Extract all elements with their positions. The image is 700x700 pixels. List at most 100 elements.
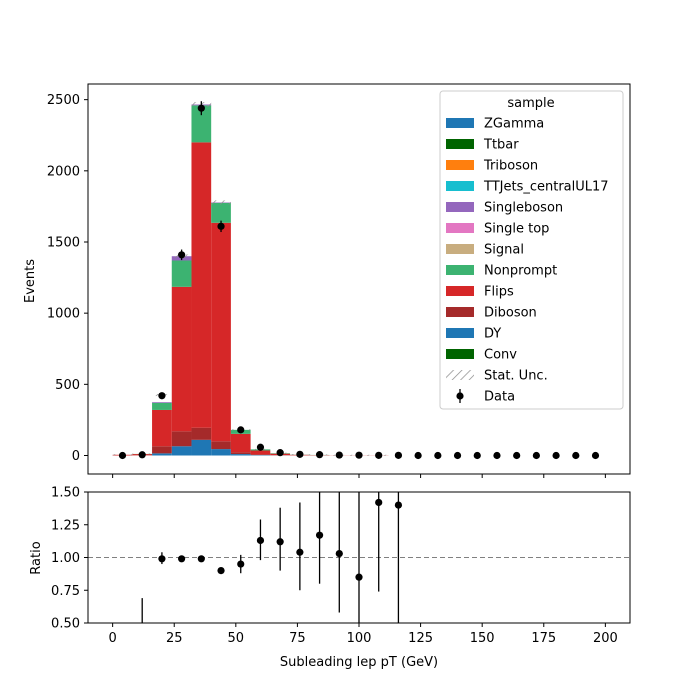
legend-swatch	[446, 139, 474, 149]
legend-label: Nonprompt	[484, 264, 557, 279]
data-point	[414, 451, 422, 460]
data-point	[158, 392, 166, 400]
legend-label: Diboson	[484, 306, 537, 321]
y-tick-label: 1.50	[51, 486, 80, 501]
main-axes-frame	[87, 83, 631, 475]
bar-dy	[211, 449, 231, 456]
legend-label: Ttbar	[483, 138, 519, 153]
legend-marker	[456, 392, 464, 400]
data-point	[138, 451, 146, 459]
y-tick-label: 1500	[47, 235, 80, 250]
ratio-point	[375, 498, 383, 507]
ratio-point	[197, 555, 205, 563]
bar-diboson	[171, 431, 192, 447]
main-x-ticks	[112, 474, 606, 478]
legend-swatch	[446, 223, 474, 233]
ratio-point	[355, 573, 363, 581]
bar-dy	[171, 446, 192, 456]
ratio-point	[296, 548, 304, 556]
legend-swatch	[446, 307, 474, 317]
legend-box	[439, 90, 624, 410]
y-tick-label: 1000	[47, 307, 80, 322]
ratio-point	[335, 549, 343, 558]
x-tick-label: 125	[408, 631, 433, 646]
bar-singleboson	[152, 402, 172, 403]
data-point	[552, 451, 560, 460]
legend-entries: ZGamma Ttbar Triboson TTJets_centralUL17 Sin…	[446, 117, 609, 405]
ratio-point	[256, 536, 265, 545]
y-tick-label: 500	[55, 378, 80, 393]
y-tick-label: 0.50	[51, 617, 80, 632]
legend-label: Conv	[484, 348, 517, 363]
y-tick-label: 2500	[47, 93, 80, 108]
data-point	[296, 450, 304, 458]
legend-label: Data	[484, 390, 515, 405]
ratio-point	[217, 567, 225, 575]
ratio-point	[158, 555, 166, 563]
bar-diboson	[230, 452, 251, 455]
bar-diboson	[211, 441, 231, 450]
data-point	[197, 104, 205, 112]
data-point	[355, 451, 363, 459]
ratio-y-axis-label: Ratio	[29, 541, 44, 574]
data-point	[256, 443, 265, 451]
y-tick-label: 1.00	[51, 551, 80, 566]
legend-label: TTJets_centralUL17	[483, 180, 609, 195]
data-point	[335, 451, 343, 459]
data-point	[394, 451, 403, 459]
bar-nonprompt	[152, 402, 172, 410]
bar-diboson	[152, 446, 172, 454]
ratio-panel: 0.50 0.75 1.00 1.25 1.50 0 25 50 75 100 125 150 175…	[29, 486, 631, 670]
legend-label: Single top	[484, 222, 549, 237]
data-point	[217, 222, 225, 230]
legend-label: Signal	[484, 243, 524, 258]
bar-flips	[211, 222, 231, 442]
legend-swatch	[446, 160, 474, 170]
stat-unc-hatch	[211, 200, 231, 205]
legend-title: sample	[507, 96, 554, 111]
bar-flips	[230, 433, 251, 453]
ratio-point	[178, 555, 186, 563]
x-tick-label: 200	[593, 631, 618, 646]
legend-label: Flips	[484, 285, 514, 300]
bar-dy	[230, 454, 251, 456]
bar-dy	[152, 453, 172, 456]
x-tick-label: 100	[347, 631, 372, 646]
legend-label: DY	[484, 327, 501, 342]
main-panel: 0 500 1000 1500 2000 2500 Events sample ZGamm…	[23, 83, 631, 478]
legend-swatch-hatch	[446, 370, 474, 380]
legend-swatch	[446, 202, 474, 212]
main-y-axis-label: Events	[23, 259, 38, 303]
bar-nonprompt	[171, 260, 192, 287]
legend-swatch	[446, 265, 474, 275]
y-tick-label: 1.25	[51, 518, 80, 533]
data-point	[375, 451, 383, 459]
data-point	[513, 451, 521, 460]
legend-label: Singleboson	[484, 201, 563, 216]
ratio-point	[276, 538, 284, 546]
legend: sample ZGamma Ttbar Triboson TTJets_central…	[439, 90, 624, 410]
ratio-point	[315, 531, 324, 539]
legend-label: Stat. Unc.	[484, 369, 548, 384]
x-tick-label: 150	[470, 631, 495, 646]
legend-swatch	[446, 118, 474, 128]
data-point	[178, 251, 186, 259]
stacked-histogram	[112, 104, 389, 456]
legend-swatch	[446, 328, 474, 338]
ratio-axes-frame	[87, 491, 631, 624]
bar-nonprompt	[211, 202, 231, 223]
data-point	[532, 451, 540, 460]
data-point	[453, 451, 462, 460]
y-tick-label: 0	[72, 449, 80, 464]
bar-flips	[171, 286, 192, 432]
ratio-point	[237, 560, 245, 568]
legend-label: ZGamma	[484, 117, 544, 132]
data-point	[276, 449, 284, 457]
ratio-point	[394, 501, 403, 509]
data-point	[237, 426, 245, 434]
data-point	[473, 451, 481, 460]
bar-diboson	[191, 427, 212, 440]
ratio-points	[141, 492, 403, 623]
bar-flips	[250, 450, 271, 455]
